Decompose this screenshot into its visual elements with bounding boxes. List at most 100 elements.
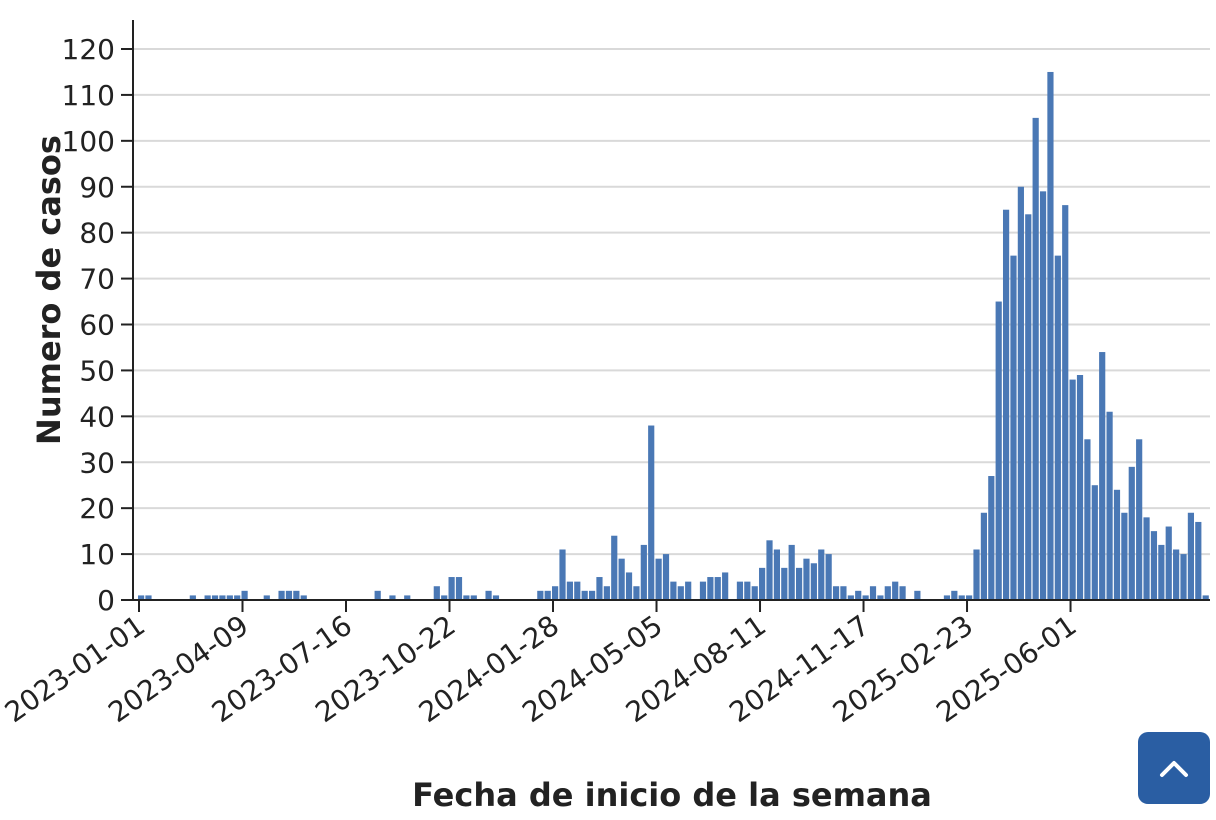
bar	[1180, 554, 1187, 600]
x-ticks: 2023-01-012023-04-092023-07-162023-10-22…	[0, 600, 1083, 729]
bar	[544, 590, 551, 600]
bar	[389, 595, 396, 600]
bar	[559, 549, 566, 600]
y-tick-label: 50	[79, 354, 115, 387]
bar	[980, 512, 987, 600]
bar	[707, 577, 714, 600]
bar	[596, 577, 603, 600]
bar	[1054, 255, 1061, 601]
bar	[810, 563, 817, 600]
bar	[847, 595, 854, 600]
y-tick-label: 110	[62, 79, 115, 112]
bar	[685, 581, 692, 600]
bar	[441, 595, 448, 600]
y-axis-title: Numero de casos	[30, 135, 68, 445]
bar	[648, 425, 655, 600]
bar	[825, 554, 832, 600]
bar	[603, 586, 610, 600]
bar	[618, 558, 625, 600]
bar	[204, 595, 211, 600]
bar	[788, 544, 795, 600]
bar	[433, 586, 440, 600]
bar	[566, 581, 573, 600]
bar	[1202, 595, 1209, 600]
bar	[552, 586, 559, 600]
bar	[958, 595, 965, 600]
bar	[581, 590, 588, 600]
bar	[855, 590, 862, 600]
bar	[995, 301, 1002, 600]
bar	[892, 581, 899, 600]
bar	[766, 540, 773, 600]
bar	[293, 590, 300, 600]
bar	[781, 567, 788, 600]
bar	[1091, 485, 1098, 600]
bar	[1121, 512, 1128, 600]
bar	[736, 581, 744, 600]
bar	[1039, 191, 1047, 600]
bar	[211, 595, 219, 600]
bar	[263, 595, 270, 600]
bar	[795, 567, 803, 600]
bar	[234, 595, 241, 600]
bar	[1017, 186, 1024, 600]
y-tick-label: 80	[79, 217, 115, 250]
y-tick-label: 0	[97, 584, 115, 617]
bar	[470, 595, 477, 600]
bar	[285, 590, 293, 600]
bar	[404, 595, 411, 600]
bar	[241, 590, 248, 600]
y-tick-label: 60	[79, 309, 115, 342]
bar	[951, 590, 958, 600]
bar	[1084, 439, 1091, 600]
y-tick-label: 20	[79, 492, 115, 525]
bar	[1165, 526, 1172, 600]
bar	[278, 590, 285, 600]
bar	[899, 586, 906, 600]
bar	[226, 595, 233, 600]
bar	[611, 535, 618, 600]
bar	[537, 590, 544, 600]
axes	[132, 20, 1210, 601]
bar	[1076, 375, 1084, 600]
bar	[803, 558, 810, 600]
bar	[877, 595, 884, 600]
bar	[1173, 549, 1180, 600]
y-tick-label: 100	[62, 125, 115, 158]
bar	[145, 595, 152, 600]
back-to-top-button[interactable]	[1138, 732, 1210, 804]
bars	[138, 71, 1209, 601]
bar	[1143, 517, 1150, 600]
bar	[374, 590, 381, 600]
y-ticks: 0 10 20 30 40 50 60 70 80 90 100 110 120	[62, 33, 133, 617]
bar	[699, 581, 707, 600]
bar	[588, 590, 596, 600]
bar	[914, 590, 921, 600]
bar	[662, 554, 670, 600]
bar	[1032, 117, 1039, 601]
bar	[1002, 209, 1010, 600]
chevron-up-icon	[1160, 761, 1188, 777]
bar	[1128, 466, 1135, 600]
bar	[943, 595, 951, 600]
y-tick-label: 120	[62, 33, 115, 66]
bar	[1106, 411, 1113, 600]
bar	[759, 567, 766, 600]
bar	[189, 595, 196, 600]
bar	[300, 595, 307, 600]
bar	[448, 577, 455, 600]
bar	[1136, 439, 1143, 600]
bar	[973, 549, 980, 600]
y-tick-label: 40	[79, 400, 115, 433]
bar	[1062, 205, 1069, 600]
bar	[722, 572, 729, 600]
bar	[463, 595, 470, 600]
bar	[1047, 71, 1054, 600]
bar	[640, 544, 647, 600]
bar	[138, 595, 145, 600]
bar	[744, 581, 751, 600]
y-tick-label: 10	[79, 538, 115, 571]
bar	[966, 595, 973, 600]
bar	[773, 549, 780, 600]
